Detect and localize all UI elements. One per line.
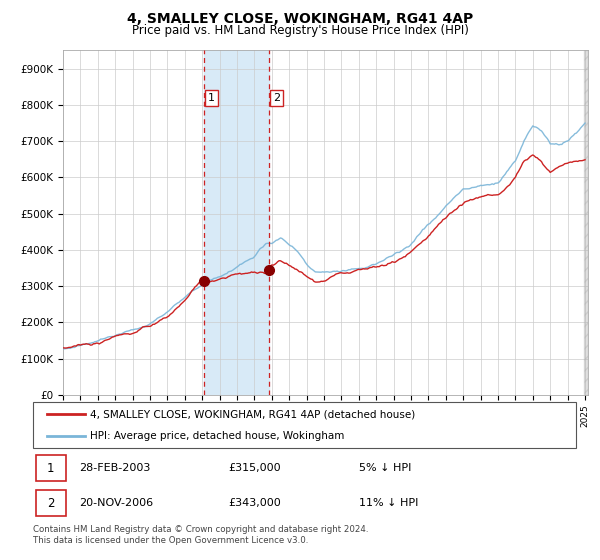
Bar	[584, 50, 588, 395]
Bar	[203, 50, 269, 395]
Text: HPI: Average price, detached house, Wokingham: HPI: Average price, detached house, Woki…	[90, 431, 344, 441]
FancyBboxPatch shape	[36, 455, 65, 481]
Text: £315,000: £315,000	[229, 463, 281, 473]
Text: 1: 1	[47, 461, 55, 474]
FancyBboxPatch shape	[36, 489, 65, 516]
FancyBboxPatch shape	[33, 402, 576, 448]
Text: 5% ↓ HPI: 5% ↓ HPI	[359, 463, 411, 473]
Text: 11% ↓ HPI: 11% ↓ HPI	[359, 498, 418, 508]
Text: Contains HM Land Registry data © Crown copyright and database right 2024.
This d: Contains HM Land Registry data © Crown c…	[33, 525, 368, 545]
Text: £343,000: £343,000	[229, 498, 281, 508]
Text: 1: 1	[208, 93, 215, 103]
Text: 4, SMALLEY CLOSE, WOKINGHAM, RG41 4AP (detached house): 4, SMALLEY CLOSE, WOKINGHAM, RG41 4AP (d…	[90, 409, 415, 419]
Text: 2: 2	[47, 497, 55, 510]
Text: Price paid vs. HM Land Registry's House Price Index (HPI): Price paid vs. HM Land Registry's House …	[131, 24, 469, 37]
Text: 28-FEB-2003: 28-FEB-2003	[79, 463, 151, 473]
Text: 2: 2	[273, 93, 280, 103]
Text: 20-NOV-2006: 20-NOV-2006	[79, 498, 153, 508]
Text: 4, SMALLEY CLOSE, WOKINGHAM, RG41 4AP: 4, SMALLEY CLOSE, WOKINGHAM, RG41 4AP	[127, 12, 473, 26]
